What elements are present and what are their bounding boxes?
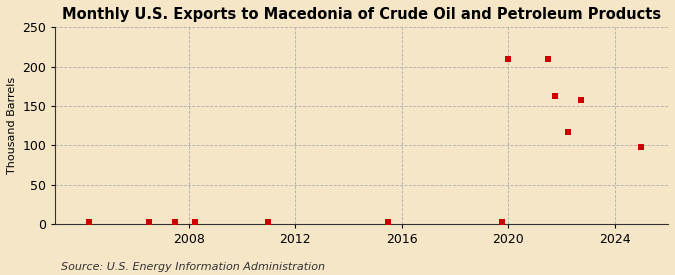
Point [576,97,587,102]
Text: Source: U.S. Energy Information Administration: Source: U.S. Energy Information Administ… [61,262,325,272]
Point [563,130,574,134]
Point [496,220,507,225]
Point [83,220,94,225]
Point [190,220,200,225]
Point [170,220,181,225]
Title: Monthly U.S. Exports to Macedonia of Crude Oil and Petroleum Products: Monthly U.S. Exports to Macedonia of Cru… [62,7,662,22]
Point [143,220,154,225]
Point [636,145,647,149]
Point [383,220,394,225]
Point [543,57,554,61]
Y-axis label: Thousand Barrels: Thousand Barrels [7,77,17,174]
Point [503,57,514,61]
Point [263,220,274,225]
Point [549,94,560,98]
